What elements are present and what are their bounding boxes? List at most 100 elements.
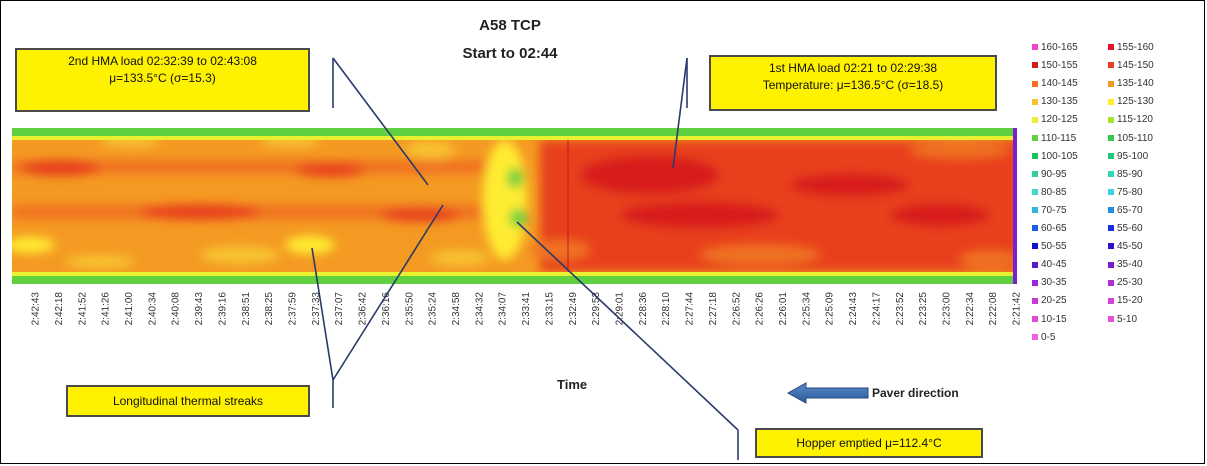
x-tick-label: 2:39:43 [194, 292, 205, 326]
legend-swatch [1032, 80, 1038, 87]
legend-label: 25-30 [1117, 277, 1143, 289]
legend-label: 125-130 [1117, 96, 1154, 108]
heatmap-region [405, 141, 455, 159]
heatmap-region [380, 208, 460, 222]
x-axis-ticks: 2:42:43 2:42:18 2:41:52 2:41:26 2:41:00 2:40:… [31, 292, 1023, 326]
leader-line [332, 57, 429, 186]
legend-swatch [1108, 116, 1114, 123]
x-tick-label: 2:24:43 [848, 292, 859, 326]
heatmap-blobs [12, 133, 1017, 272]
legend-swatch [1032, 134, 1038, 141]
legend-item: 40-45 [1032, 259, 1067, 270]
x-tick-label: 2:27:18 [708, 292, 719, 326]
heatmap-region [20, 160, 100, 176]
heatmap-right-edge [1013, 128, 1017, 284]
legend-swatch [1032, 116, 1038, 123]
x-tick-label: 2:38:25 [264, 292, 275, 326]
x-tick-label: 2:27:44 [685, 292, 696, 326]
legend-label: 75-80 [1117, 186, 1143, 198]
heatmap-region [790, 173, 910, 197]
x-tick-label: 2:37:07 [334, 292, 345, 326]
legend-label: 160-165 [1041, 42, 1078, 53]
legend-label: 150-155 [1041, 60, 1078, 72]
x-tick-label: 2:38:51 [241, 292, 252, 326]
legend-swatch [1032, 44, 1038, 51]
legend-swatch [1032, 62, 1038, 69]
legend-swatch [1108, 243, 1114, 250]
heatmap-region [620, 201, 780, 229]
legend-label: 0-5 [1041, 331, 1056, 343]
x-tick-label: 2:35:24 [428, 292, 439, 326]
heatmap-region [700, 245, 820, 265]
legend-swatch [1032, 243, 1038, 250]
x-tick-label: 2:26:26 [755, 292, 766, 326]
legend-item: 90-95 [1032, 169, 1067, 180]
legend-swatch [1108, 315, 1114, 322]
legend-item: 25-30 [1108, 277, 1143, 288]
x-tick-label: 2:23:52 [895, 292, 906, 326]
legend-item: 35-40 [1108, 259, 1143, 270]
legend-item: 150-155 [1032, 60, 1078, 71]
legend-item: 110-115 [1032, 133, 1076, 144]
legend-label: 110-115 [1041, 132, 1077, 144]
legend-swatch [1032, 261, 1038, 268]
legend-swatch [1032, 297, 1038, 304]
legend-label: 105-110 [1117, 132, 1153, 144]
legend-item: 155-160 [1108, 42, 1154, 53]
legend-swatch [1032, 207, 1038, 214]
callout-first-load: 1st HMA load 02:21 to 02:29:38 Temperatu… [709, 55, 997, 111]
x-tick-label: 2:23:25 [918, 292, 929, 326]
legend-item: 0-5 [1032, 332, 1055, 343]
heatmap-region [507, 168, 523, 188]
legend-swatch [1108, 98, 1114, 105]
chart-subtitle: Start to 02:44 [462, 45, 558, 62]
legend-label: 155-160 [1117, 42, 1154, 53]
paver-direction-label: Paver direction [872, 386, 959, 400]
x-tick-label: 2:29:01 [615, 292, 626, 326]
legend-label: 120-125 [1041, 114, 1078, 126]
legend-swatch [1108, 261, 1114, 268]
legend-label: 20-25 [1041, 295, 1067, 307]
legend-swatch [1032, 225, 1038, 232]
legend-item: 135-140 [1108, 78, 1154, 89]
x-tick-label: 2:33:15 [545, 292, 556, 326]
legend-label: 80-85 [1041, 186, 1067, 198]
legend-swatch [1108, 80, 1114, 87]
legend-swatch [1108, 225, 1114, 232]
annotation-lines [311, 57, 739, 460]
legend-swatch [1108, 279, 1114, 286]
legend-label: 45-50 [1117, 241, 1143, 253]
legend-label: 100-105 [1041, 150, 1078, 162]
leader-line [311, 247, 334, 381]
legend-item: 65-70 [1108, 205, 1143, 216]
heatmap-region [890, 203, 990, 227]
legend-swatch [1108, 171, 1114, 178]
x-tick-label: 2:42:43 [31, 292, 42, 326]
x-tick-label: 2:22:08 [988, 292, 999, 326]
legend-label: 70-75 [1041, 204, 1067, 216]
legend-swatch [1108, 62, 1114, 69]
heatmap-region [910, 142, 1010, 158]
x-tick-label: 2:42:18 [54, 292, 65, 326]
legend-item: 75-80 [1108, 187, 1143, 198]
x-tick-label: 2:32:49 [568, 292, 579, 326]
heatmap-region [12, 237, 55, 253]
legend-swatch [1032, 152, 1038, 159]
heatmap-edge [12, 128, 1017, 136]
heatmap-region [140, 204, 260, 220]
legend-item: 80-85 [1032, 187, 1067, 198]
legend-swatch [1032, 279, 1038, 286]
legend-swatch [1032, 171, 1038, 178]
legend-swatch [1108, 189, 1114, 196]
paver-direction-arrow [786, 382, 869, 404]
heatmap-edge [12, 272, 1017, 276]
x-tick-label: 2:37:33 [311, 292, 322, 326]
heatmap-region [285, 236, 335, 254]
heatmap-region [12, 160, 502, 174]
heatmap-region [960, 251, 1017, 269]
legend-label: 85-90 [1117, 168, 1143, 180]
legend-label: 15-20 [1117, 295, 1143, 307]
heatmap-region [200, 246, 280, 264]
x-tick-label: 2:26:01 [778, 292, 789, 326]
